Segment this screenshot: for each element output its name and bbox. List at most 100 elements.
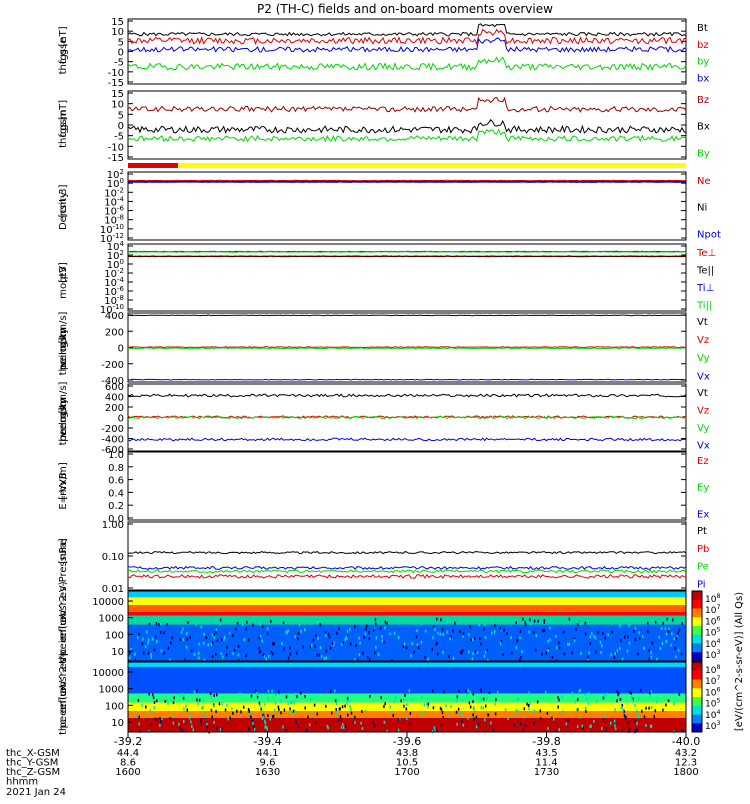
speckle [569,618,571,621]
series-line-vy [128,348,686,349]
speckle [349,628,351,631]
speckle [633,630,635,633]
speckle [244,638,246,641]
y-tick-label: 0 [118,344,124,355]
speckle [648,707,650,710]
speckle [424,656,426,659]
speckle [468,651,470,654]
speckle [621,706,623,709]
speckle [673,702,675,705]
speckle [574,701,576,704]
speckle [376,636,378,639]
speckle [516,709,518,712]
speckle [470,705,472,708]
speckle [602,632,604,635]
speckle [154,701,156,704]
speckle [476,725,478,728]
speckle [170,641,172,644]
speckle [479,637,481,640]
speckle [365,632,367,635]
speckle [212,634,214,637]
speckle [516,646,518,649]
colorbar-segment [692,626,702,635]
speckle [168,621,170,624]
speckle [463,724,465,727]
speckle [601,727,603,730]
speckle [222,656,224,659]
speckle [284,709,286,712]
speckle [232,712,234,715]
speckle [411,642,413,645]
colorbar-segment [692,680,702,689]
series-line-bz [128,98,686,112]
speckle [629,618,631,621]
speckle [480,698,482,701]
speckle [169,717,171,720]
speckle [472,713,474,716]
speckle [502,653,504,656]
speckle [225,708,227,711]
speckle [571,651,573,654]
speckle [345,725,347,728]
speckle [461,652,463,655]
y-axis-label-line: [eV] [58,262,69,283]
speckle [287,702,289,705]
speckle [590,635,592,638]
speckle [452,629,454,632]
y-tick-label: 0.8 [108,463,124,474]
speckle [392,711,394,714]
panel-frame [128,244,686,311]
speckle [483,707,485,710]
speckle [459,712,461,715]
speckle [529,618,531,621]
speckle [485,651,487,654]
speckle [386,622,388,625]
speckle [536,634,538,637]
speckle [595,637,597,640]
speckle [470,638,472,641]
speckle [409,723,411,726]
speckle [551,717,553,720]
speckle [442,651,444,654]
series-line-pi [128,567,686,570]
legend-entry: Vz [697,335,709,346]
speckle [481,690,483,693]
speckle [671,644,673,647]
speckle [422,712,424,715]
x-axis-row-value: 1800 [673,767,698,778]
speckle [137,636,139,639]
speckle [182,693,184,696]
speckle [434,628,436,631]
speckle [660,647,662,650]
speckle [547,712,549,715]
speckle [462,713,464,716]
speckle [577,698,579,701]
date-label: 2021 Jan 24 [6,787,66,798]
speckle [473,707,475,710]
legend-entry: Vx [697,440,710,451]
y-tick-label: 600 [105,382,124,393]
speckle [198,642,200,645]
speckle [198,652,200,655]
speckle [245,627,247,630]
speckle [242,623,244,626]
speckle [200,718,202,721]
colorbar-tick-label: 105 [705,698,720,710]
legend-entry: Vt [697,388,708,399]
colorbar-tick-label: 107 [705,675,720,687]
speckle [153,696,155,699]
speckle [537,620,539,623]
speckle [383,705,385,708]
speckle [299,624,301,627]
speckle [681,652,683,655]
speckle [384,721,386,724]
speckle [368,631,370,634]
speckle [235,628,237,631]
speckle [555,729,557,732]
speckle [627,650,629,653]
legend-entry: Te⊥ [696,248,716,259]
speckle [165,700,167,703]
